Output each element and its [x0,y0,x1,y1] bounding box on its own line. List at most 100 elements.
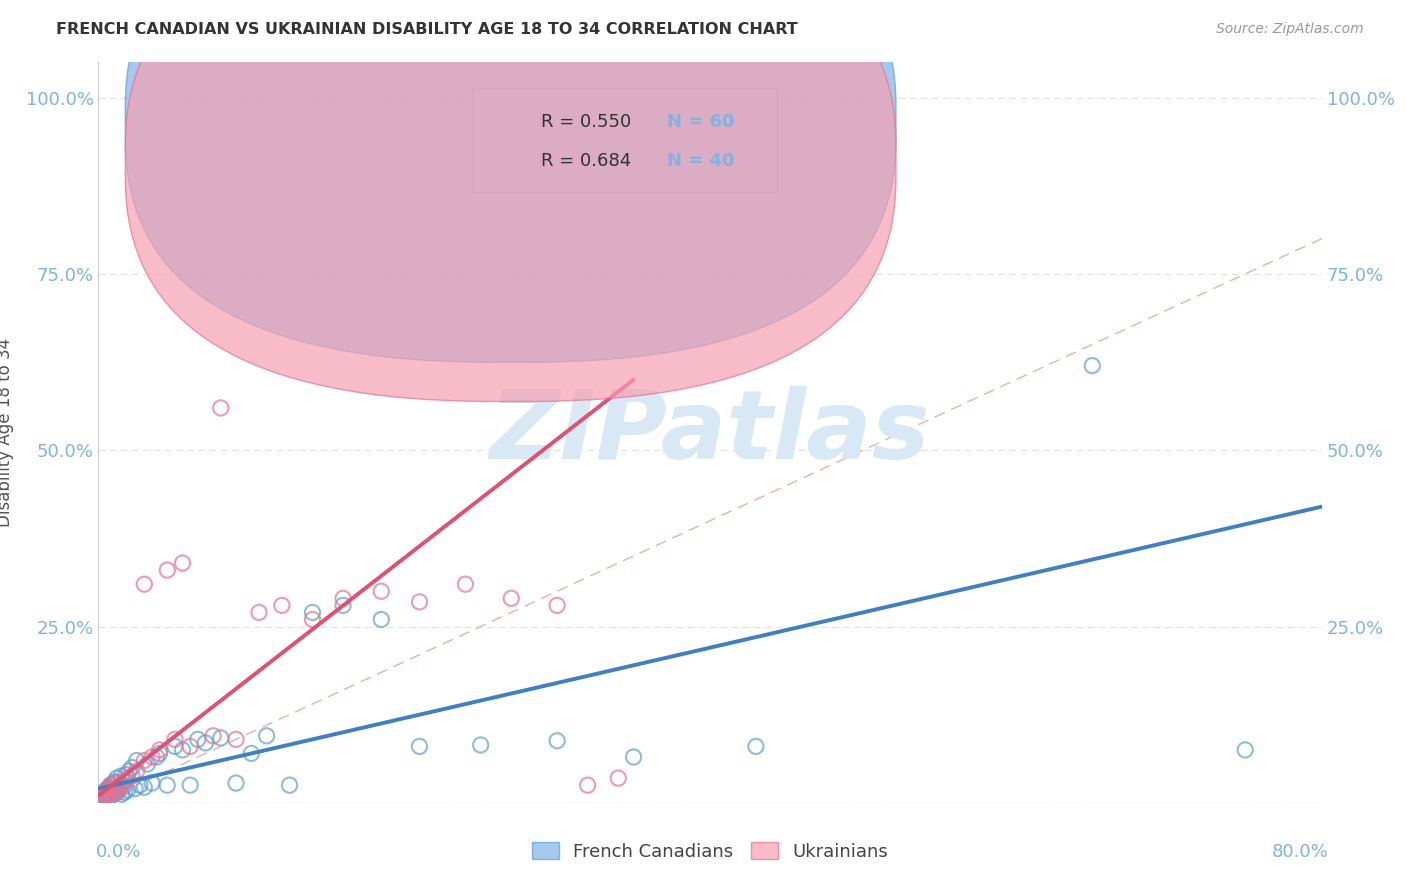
Point [108,778,131,792]
Point [101,783,124,797]
Point [91,788,114,802]
Point [121,760,143,774]
Point [278,778,301,792]
Point [107,785,129,799]
Point [93,785,115,799]
Point [240,747,263,761]
Point [128,778,150,792]
Point [270,599,292,613]
Point [301,606,323,620]
Point [110,788,132,802]
Point [98,785,121,799]
Point [89,792,111,806]
Point [110,778,132,792]
Point [118,764,141,778]
Text: Source: ZipAtlas.com: Source: ZipAtlas.com [1216,22,1364,37]
Point [134,577,156,591]
Point [134,754,156,768]
Point [94,789,117,803]
Point [97,781,120,796]
Text: R = 0.684: R = 0.684 [541,152,631,169]
Point [172,743,194,757]
Point [91,789,114,803]
Point [100,789,122,803]
Point [209,731,232,745]
Point [332,599,354,613]
Point [156,778,179,792]
Point [501,591,523,606]
Point [117,771,139,785]
Point [121,769,143,783]
Point [111,780,134,795]
Text: 80.0%: 80.0% [1272,843,1329,861]
FancyBboxPatch shape [125,0,896,401]
Point [97,788,120,802]
Point [136,757,159,772]
Point [94,789,117,803]
Point [209,401,232,415]
Point [145,750,167,764]
Text: 0.0%: 0.0% [96,843,141,861]
Point [134,780,156,795]
Point [125,754,148,768]
Point [98,788,121,802]
Point [194,736,217,750]
Point [408,595,430,609]
Point [470,738,492,752]
Point [179,739,201,754]
Point [103,788,125,802]
Point [607,771,630,785]
Point [112,785,135,799]
Point [247,606,270,620]
Point [100,778,122,792]
Point [105,783,128,797]
Legend: French Canadians, Ukrainians: French Canadians, Ukrainians [524,835,896,868]
Point [103,781,125,796]
Point [97,783,120,797]
Point [141,776,163,790]
Point [91,788,114,802]
Point [1081,359,1104,373]
Point [172,556,194,570]
Point [1234,743,1257,757]
Point [94,783,117,797]
Point [112,774,135,789]
Point [179,778,201,792]
Point [93,790,115,805]
Point [202,729,225,743]
Point [745,739,768,754]
Point [104,783,127,797]
Text: N = 60: N = 60 [668,112,735,130]
Point [105,771,128,785]
Point [115,767,138,781]
Point [100,778,122,792]
Text: ZIPatlas: ZIPatlas [489,386,931,479]
Point [163,739,186,754]
Point [301,612,323,626]
Point [89,792,111,806]
Text: R = 0.550: R = 0.550 [541,112,631,130]
Point [149,743,172,757]
Point [576,778,599,792]
Point [370,612,392,626]
Point [546,599,568,613]
Point [408,739,430,754]
Point [124,781,146,796]
Point [101,785,124,799]
FancyBboxPatch shape [125,0,896,362]
Point [156,563,179,577]
Point [149,747,172,761]
Point [98,780,121,795]
Point [225,776,247,790]
Text: FRENCH CANADIAN VS UKRAINIAN DISABILITY AGE 18 TO 34 CORRELATION CHART: FRENCH CANADIAN VS UKRAINIAN DISABILITY … [56,22,799,37]
Point [546,733,568,747]
Point [623,750,645,764]
Point [90,790,112,805]
Point [163,732,186,747]
Point [110,769,132,783]
Point [370,584,392,599]
Point [141,750,163,764]
Text: N = 40: N = 40 [668,152,735,169]
Point [107,781,129,796]
Point [104,774,127,789]
